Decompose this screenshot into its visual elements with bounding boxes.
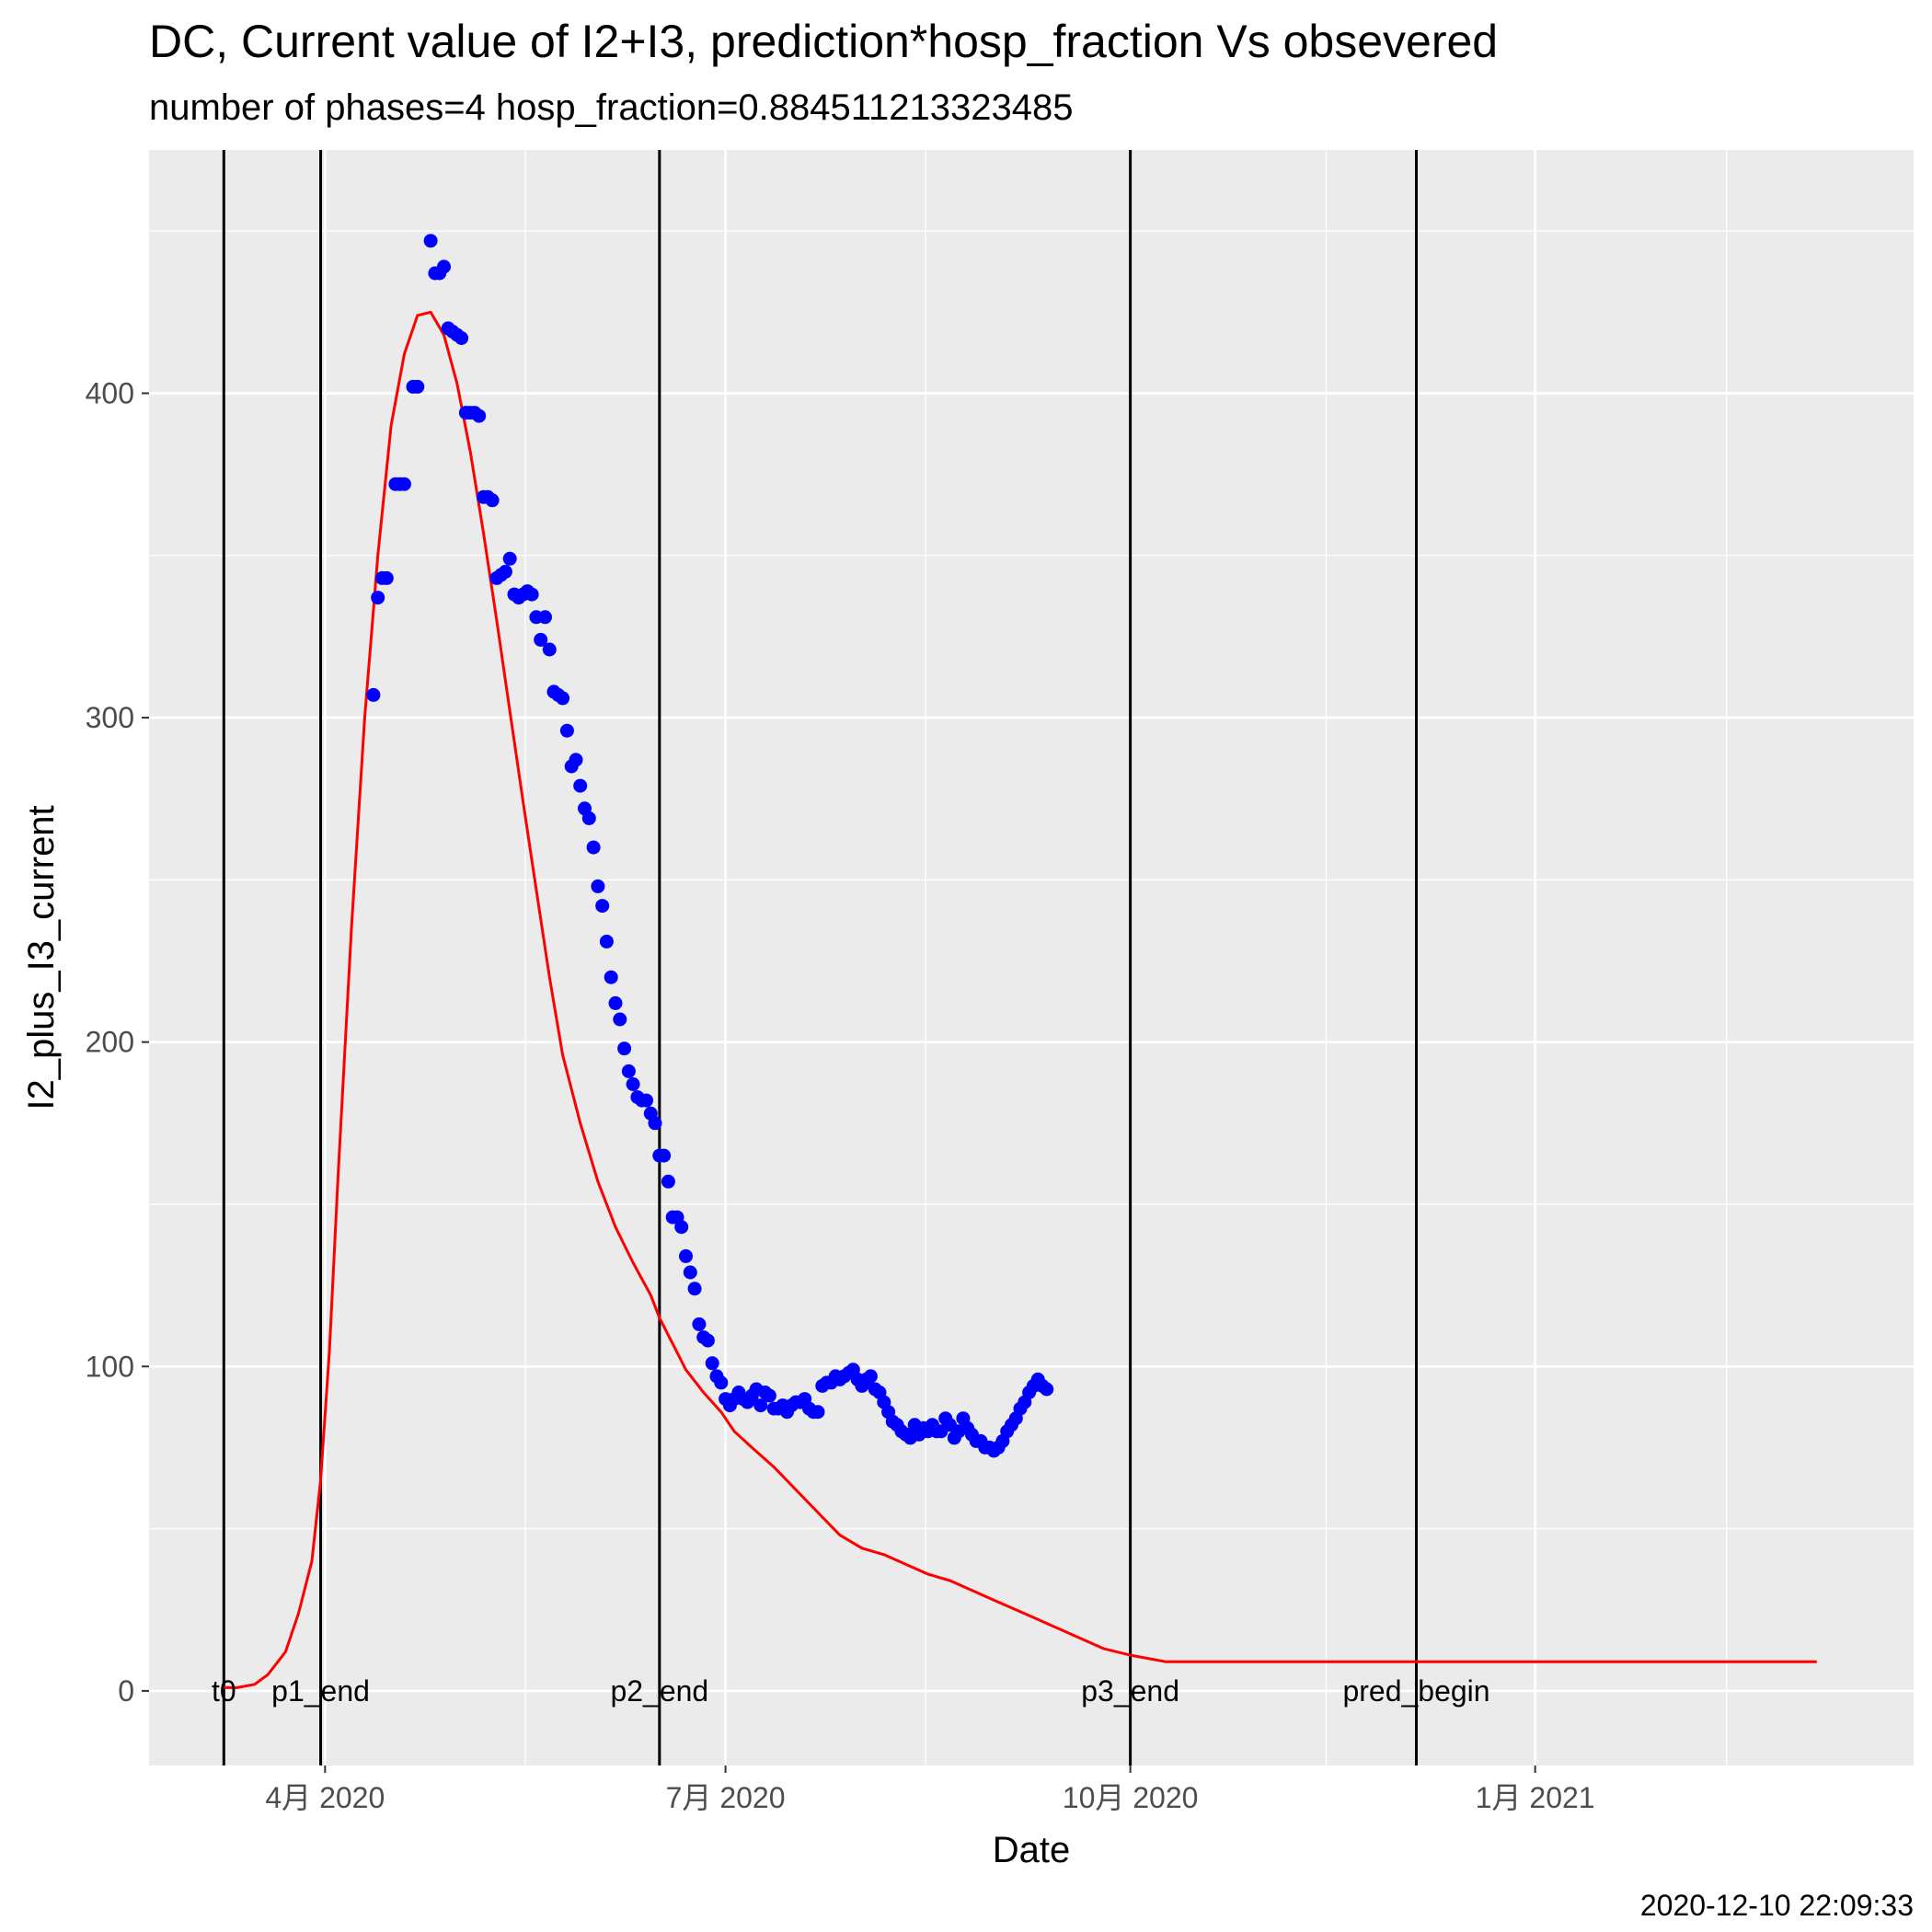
observed-point — [608, 995, 623, 1010]
observed-point — [366, 687, 381, 702]
observed-point — [811, 1405, 825, 1420]
chart-subtitle: number of phases=4 hosp_fraction=0.88451… — [149, 87, 1074, 128]
observed-point — [705, 1356, 719, 1371]
observed-point — [626, 1077, 640, 1091]
y-tick-label: 0 — [118, 1674, 134, 1708]
plot-panel — [149, 150, 1914, 1765]
observed-point — [569, 753, 583, 767]
observed-point — [599, 934, 614, 949]
y-axis: 0 100 200 300 400 — [86, 376, 149, 1708]
vline-label-pred_begin: pred_begin — [1342, 1674, 1489, 1708]
grid-minor-y — [149, 230, 1914, 1530]
observed-point — [613, 1012, 627, 1027]
observed-point — [559, 723, 574, 738]
x-tick-label: 7月 2020 — [666, 1781, 786, 1814]
observed-point — [498, 564, 512, 579]
x-tick-label: 10月 2020 — [1063, 1781, 1199, 1814]
x-tick-label: 1月 2021 — [1476, 1781, 1595, 1814]
observed-point — [661, 1174, 675, 1189]
observed-point — [573, 778, 588, 793]
grid-minor-x — [524, 150, 1728, 1765]
observed-point — [472, 408, 487, 423]
chart-caption: 2020-12-10 22:09:33 — [1640, 1889, 1914, 1922]
y-tick-label: 300 — [86, 701, 134, 734]
observed-point — [556, 691, 570, 706]
observed-point — [379, 570, 394, 585]
y-tick-label: 200 — [86, 1026, 134, 1059]
observed-point — [538, 610, 552, 625]
observed-point — [639, 1093, 653, 1108]
observed-point — [542, 642, 557, 657]
observed-points-layer — [366, 234, 1054, 1458]
prediction-line-layer — [224, 310, 1817, 1689]
y-axis-title: I2_plus_I3_current — [21, 805, 62, 1110]
x-axis-title: Date — [993, 1830, 1071, 1870]
observed-point — [437, 259, 451, 274]
observed-point — [454, 331, 469, 345]
observed-point — [687, 1282, 702, 1296]
observed-point — [692, 1317, 707, 1331]
observed-point — [621, 1064, 636, 1078]
observed-point — [397, 477, 411, 491]
observed-point — [410, 379, 425, 394]
vertical-line-labels: t0 p1_end p2_end p3_end pred_begin — [212, 1674, 1490, 1708]
observed-point — [591, 879, 605, 893]
observed-point — [502, 551, 517, 566]
observed-point — [679, 1248, 693, 1263]
prediction-line — [224, 310, 1817, 1689]
observed-point — [700, 1333, 715, 1348]
vline-label-t0: t0 — [212, 1674, 236, 1708]
observed-point — [534, 632, 548, 647]
observed-point — [604, 970, 618, 984]
observed-point — [674, 1220, 689, 1235]
observed-point — [714, 1375, 729, 1390]
grid-major-y — [149, 392, 1914, 1693]
observed-point — [485, 493, 500, 508]
observed-point — [657, 1148, 672, 1163]
observed-point — [595, 899, 610, 914]
vline-label-p2_end: p2_end — [610, 1674, 708, 1708]
observed-point — [683, 1265, 697, 1280]
observed-point — [617, 1041, 632, 1056]
vline-label-p1_end: p1_end — [271, 1674, 370, 1708]
observed-point — [581, 811, 596, 825]
vline-label-p3_end: p3_end — [1081, 1674, 1179, 1708]
chart-title: DC, Current value of I2+I3, prediction*h… — [149, 16, 1498, 67]
observed-point — [762, 1388, 776, 1403]
observed-point — [1040, 1382, 1054, 1397]
observed-point — [863, 1369, 878, 1384]
x-axis: 4月 2020 7月 2020 10月 2020 1月 2021 — [265, 1765, 1595, 1814]
observed-point — [524, 587, 539, 602]
observed-point — [753, 1398, 768, 1413]
observed-point — [423, 234, 438, 248]
y-tick-label: 400 — [86, 376, 134, 409]
observed-point — [586, 840, 601, 855]
vertical-lines — [222, 150, 1419, 1765]
y-tick-label: 100 — [86, 1350, 134, 1383]
x-tick-label: 4月 2020 — [265, 1781, 385, 1814]
observed-point — [648, 1116, 662, 1131]
observed-point — [371, 591, 385, 605]
